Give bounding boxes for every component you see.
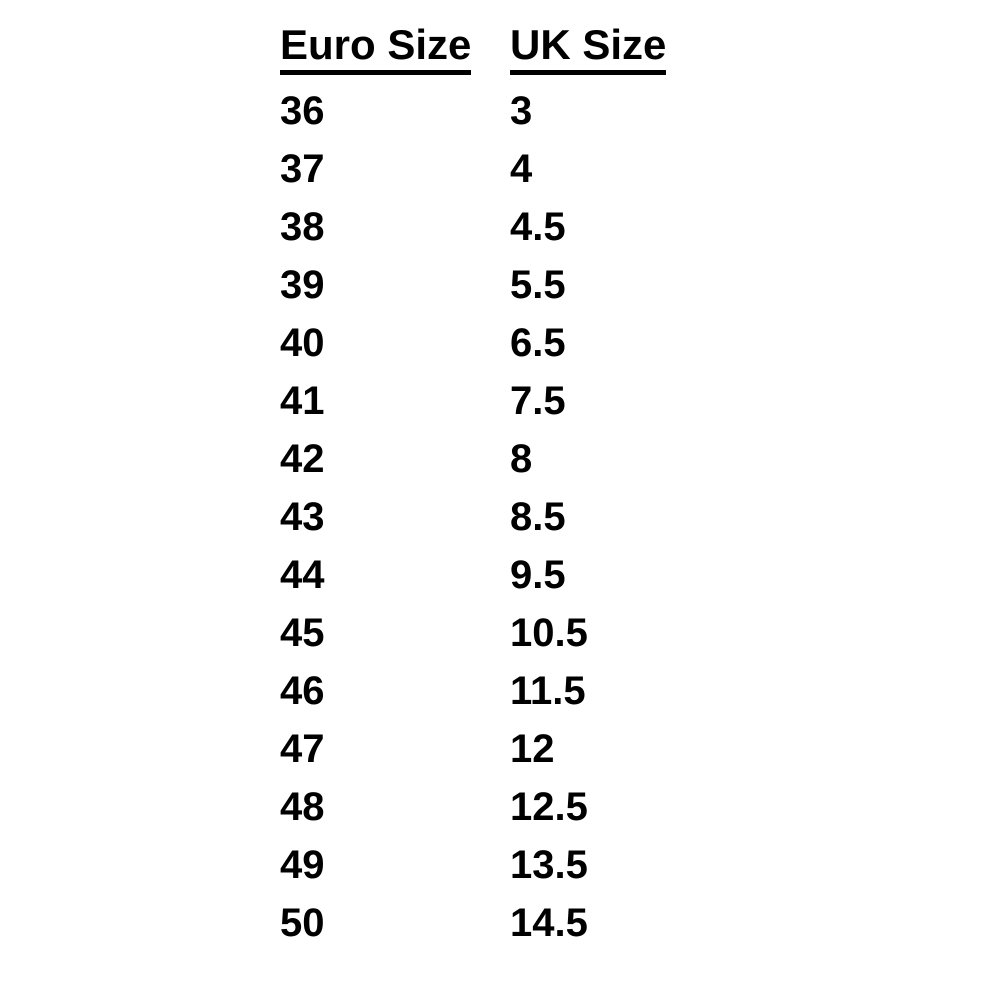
table-row: 50 14.5 [280,894,1000,952]
table-body: 36 3 37 4 38 4.5 39 5.5 40 6.5 41 7.5 42 8 43 8.5 44 9.5 4… [280,82,1000,952]
euro-size-cell: 45 [280,611,325,655]
euro-size-cell: 49 [280,843,325,887]
uk-size-cell: 13.5 [510,843,588,887]
uk-size-cell: 9.5 [510,553,566,597]
uk-size-cell: 5.5 [510,263,566,307]
euro-size-cell: 46 [280,669,325,713]
uk-size-cell: 7.5 [510,379,566,423]
table-header-row: Euro Size UK Size [280,24,1000,82]
euro-size-cell: 42 [280,437,325,481]
table-row: 49 13.5 [280,836,1000,894]
uk-size-cell: 8 [510,437,533,481]
euro-size-cell: 37 [280,147,325,191]
uk-size-cell: 6.5 [510,321,566,365]
table-row: 47 12 [280,720,1000,778]
uk-size-header-cell: UK Size [510,24,1000,75]
uk-size-header: UK Size [510,24,667,75]
table-row: 42 8 [280,430,1000,488]
table-row: 43 8.5 [280,488,1000,546]
uk-size-cell: 10.5 [510,611,588,655]
euro-size-cell: 41 [280,379,325,423]
euro-size-cell: 39 [280,263,325,307]
table-row: 36 3 [280,82,1000,140]
euro-size-cell: 43 [280,495,325,539]
uk-size-cell: 12 [510,727,555,771]
euro-size-header: Euro Size [280,24,472,75]
table-row: 45 10.5 [280,604,1000,662]
euro-size-cell: 50 [280,901,325,945]
table-row: 40 6.5 [280,314,1000,372]
uk-size-cell: 14.5 [510,901,588,945]
euro-size-cell: 40 [280,321,325,365]
euro-size-cell: 36 [280,89,325,133]
table-row: 38 4.5 [280,198,1000,256]
table-row: 37 4 [280,140,1000,198]
euro-size-cell: 48 [280,785,325,829]
table-row: 44 9.5 [280,546,1000,604]
table-row: 46 11.5 [280,662,1000,720]
uk-size-cell: 3 [510,89,533,133]
table-row: 48 12.5 [280,778,1000,836]
uk-size-cell: 11.5 [510,669,586,713]
uk-size-cell: 4.5 [510,205,566,249]
table-row: 39 5.5 [280,256,1000,314]
uk-size-cell: 12.5 [510,785,588,829]
uk-size-cell: 4 [510,147,533,191]
table-row: 41 7.5 [280,372,1000,430]
euro-size-cell: 38 [280,205,325,249]
euro-size-cell: 47 [280,727,325,771]
euro-size-cell: 44 [280,553,325,597]
uk-size-cell: 8.5 [510,495,566,539]
euro-size-header-cell: Euro Size [280,24,510,75]
